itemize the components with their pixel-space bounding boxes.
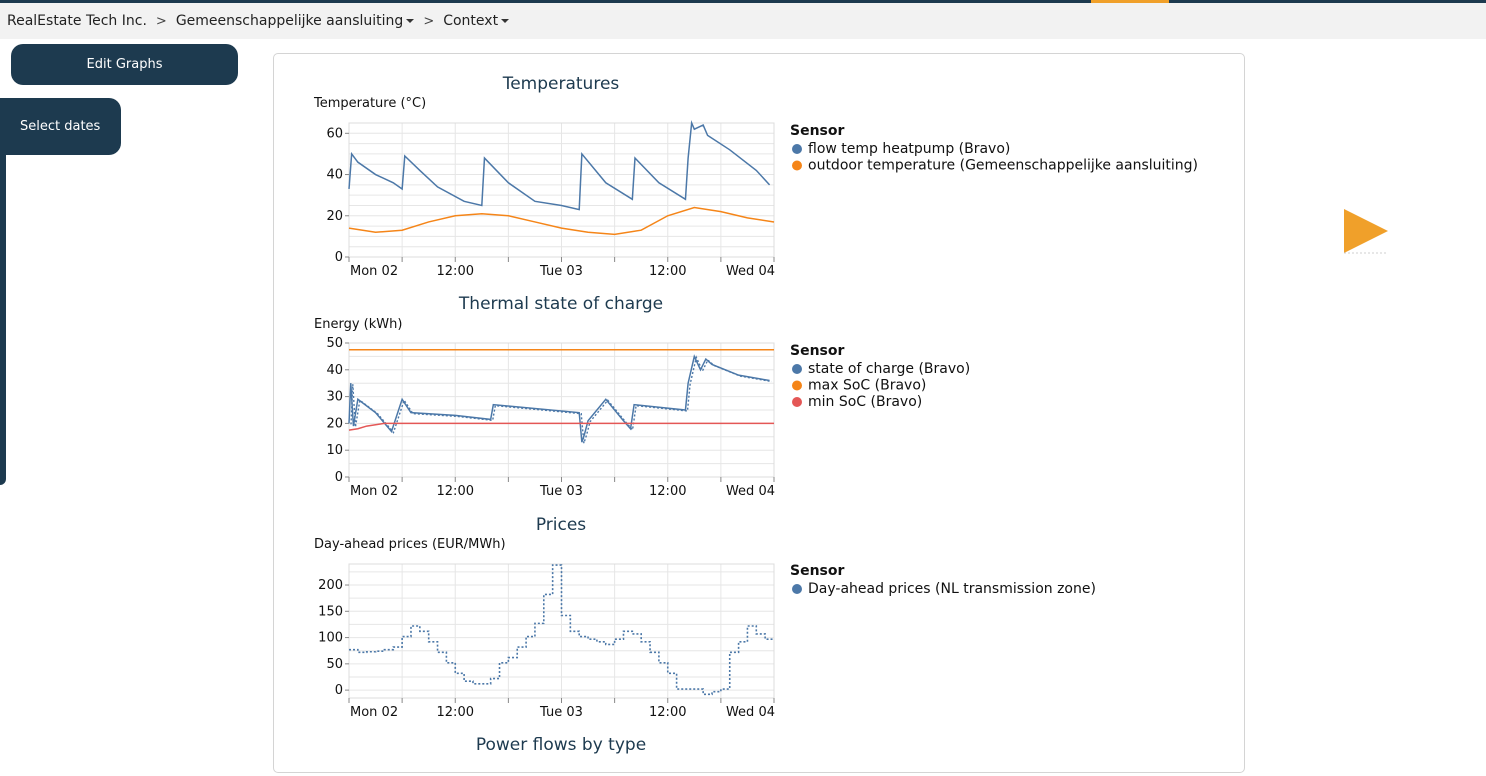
legend-swatch [792, 380, 802, 391]
chart-title: Temperatures [502, 74, 620, 94]
y-tick-label: 40 [326, 168, 343, 183]
series-line [348, 354, 770, 443]
chart-title: Power flows by type [476, 735, 646, 755]
breadcrumb-separator: > [423, 13, 435, 29]
legend-swatch [792, 364, 802, 374]
breadcrumb-asset-label[interactable]: Gemeenschappelijke aansluiting [175, 13, 404, 29]
legend-swatch [792, 160, 802, 171]
y-axis-label: Temperature (°C) [313, 96, 426, 111]
x-tick-label: 12:00 [649, 264, 686, 279]
series-line-forecast [350, 355, 772, 444]
x-tick-label: Wed 04 [726, 484, 775, 499]
x-tick-label: Mon 02 [350, 705, 398, 720]
legend-entry: max SoC (Bravo) [808, 378, 926, 394]
x-tick-label: 12:00 [437, 264, 474, 279]
chart-2: Prices Day-ahead prices (EUR/MWh) 0 50 100 15… [314, 515, 1096, 720]
side-panel-strip [0, 98, 6, 485]
legend-entry: outdoor temperature (Gemeenschappelijke … [808, 158, 1198, 174]
legend-swatch [792, 584, 802, 594]
series-line [348, 120, 771, 211]
chart-title: Prices [536, 515, 586, 535]
legend-title: Sensor [790, 563, 844, 579]
y-tick-label: 50 [326, 336, 343, 351]
chart-3: Power flows by type [476, 735, 646, 755]
x-tick-label: 12:00 [649, 484, 686, 499]
y-tick-label: 150 [318, 604, 343, 619]
x-tick-label: Tue 03 [539, 705, 583, 720]
top-border-accent [1091, 0, 1169, 3]
y-tick-label: 60 [326, 126, 343, 141]
y-tick-label: 50 [326, 657, 343, 672]
x-tick-label: Tue 03 [539, 264, 583, 279]
y-tick-label: 20 [326, 416, 343, 431]
y-tick-label: 20 [326, 209, 343, 224]
series-line [349, 564, 774, 696]
breadcrumb-view[interactable]: Context [443, 13, 510, 29]
breadcrumb: RealEstate Tech Inc. > Gemeenschappelijk… [0, 3, 1486, 39]
x-tick-label: Wed 04 [726, 264, 775, 279]
chart-title: Thermal state of charge [458, 294, 663, 314]
breadcrumb-asset[interactable]: Gemeenschappelijke aansluiting [176, 13, 415, 29]
x-tick-label: Mon 02 [350, 264, 398, 279]
legend-entry: Day-ahead prices (NL transmission zone) [808, 581, 1096, 597]
legend-title: Sensor [790, 343, 844, 359]
x-tick-label: Mon 02 [350, 484, 398, 499]
y-tick-label: 100 [318, 631, 343, 646]
x-tick-label: 12:00 [437, 484, 474, 499]
edit-graphs-button[interactable]: Edit Graphs [11, 44, 238, 85]
breadcrumb-view-label[interactable]: Context [443, 13, 499, 29]
legend-entry: min SoC (Bravo) [808, 394, 922, 410]
chart-1: Thermal state of charge Energy (kWh) 0 10 20… [314, 294, 970, 499]
chevron-down-icon[interactable] [501, 19, 510, 23]
chart-0: Temperatures Temperature (°C) 0 20 40 60 Mon 0… [313, 74, 1198, 279]
breadcrumb-account[interactable]: RealEstate Tech Inc. [7, 13, 147, 29]
x-tick-label: 12:00 [437, 705, 474, 720]
series-line [348, 206, 775, 236]
y-tick-label: 40 [326, 363, 343, 378]
y-tick-label: 200 [318, 578, 343, 593]
play-icon[interactable] [1340, 205, 1392, 257]
y-tick-label: 10 [326, 443, 343, 458]
charts-canvas: Temperatures Temperature (°C) 0 20 40 60 Mon 0… [313, 74, 1198, 755]
y-tick-label: 0 [335, 250, 343, 265]
legend-title: Sensor [790, 123, 844, 139]
y-axis-label: Day-ahead prices (EUR/MWh) [314, 537, 506, 552]
legend-swatch [792, 144, 802, 154]
y-tick-label: 0 [335, 470, 343, 485]
select-dates-button[interactable]: Select dates [0, 98, 121, 155]
x-tick-label: Wed 04 [726, 705, 775, 720]
breadcrumb-separator: > [155, 13, 167, 29]
series-line [348, 422, 774, 431]
top-border [0, 0, 1486, 3]
legend-swatch [792, 397, 802, 407]
chevron-down-icon[interactable] [406, 19, 415, 23]
x-tick-label: Tue 03 [539, 484, 583, 499]
legend-entry: state of charge (Bravo) [808, 361, 970, 377]
y-tick-label: 0 [335, 683, 343, 698]
x-tick-label: 12:00 [649, 705, 686, 720]
charts-card: Temperatures Temperature (°C) 0 20 40 60 Mon 0… [273, 53, 1245, 773]
y-axis-label: Energy (kWh) [314, 317, 402, 332]
legend-entry: flow temp heatpump (Bravo) [808, 141, 1010, 157]
y-tick-label: 30 [326, 390, 343, 405]
